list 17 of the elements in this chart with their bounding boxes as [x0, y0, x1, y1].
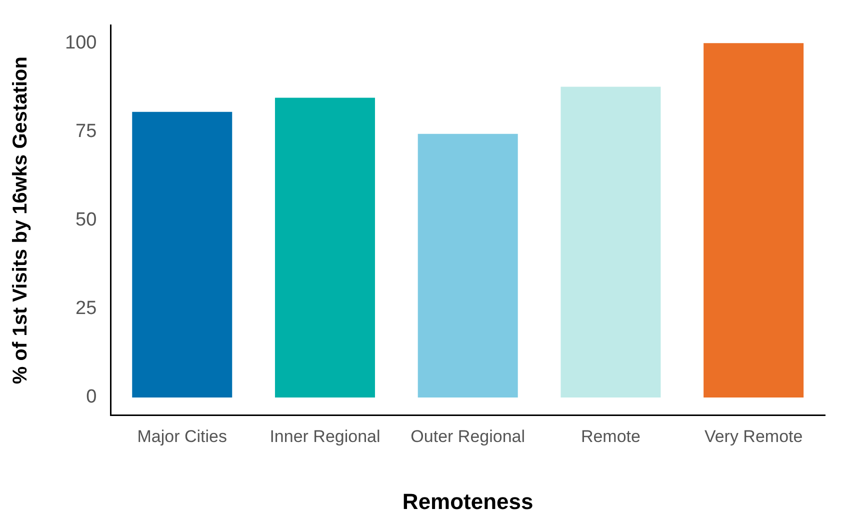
y-tick-label: 75	[76, 120, 97, 142]
x-tick-label: Inner Regional	[270, 427, 380, 446]
y-tick-label: 25	[76, 298, 97, 320]
x-tick-label: Major Cities	[137, 427, 228, 446]
bar	[704, 43, 804, 398]
y-tick-label: 0	[86, 386, 97, 408]
x-tick-label: Very Remote	[704, 427, 803, 446]
bar	[560, 86, 661, 398]
y-tick-label: 50	[76, 210, 97, 231]
y-tick-label: 100	[65, 32, 97, 54]
x-tick-label: Remote	[580, 427, 640, 446]
bar	[418, 134, 518, 398]
x-tick-label: Outer Regional	[410, 427, 526, 446]
y-axis-title: % of 1st Visits by 16wks Gestation	[10, 56, 32, 384]
x-axis-title: Remoteness	[402, 488, 534, 514]
bar	[274, 98, 375, 398]
bar	[132, 112, 232, 398]
